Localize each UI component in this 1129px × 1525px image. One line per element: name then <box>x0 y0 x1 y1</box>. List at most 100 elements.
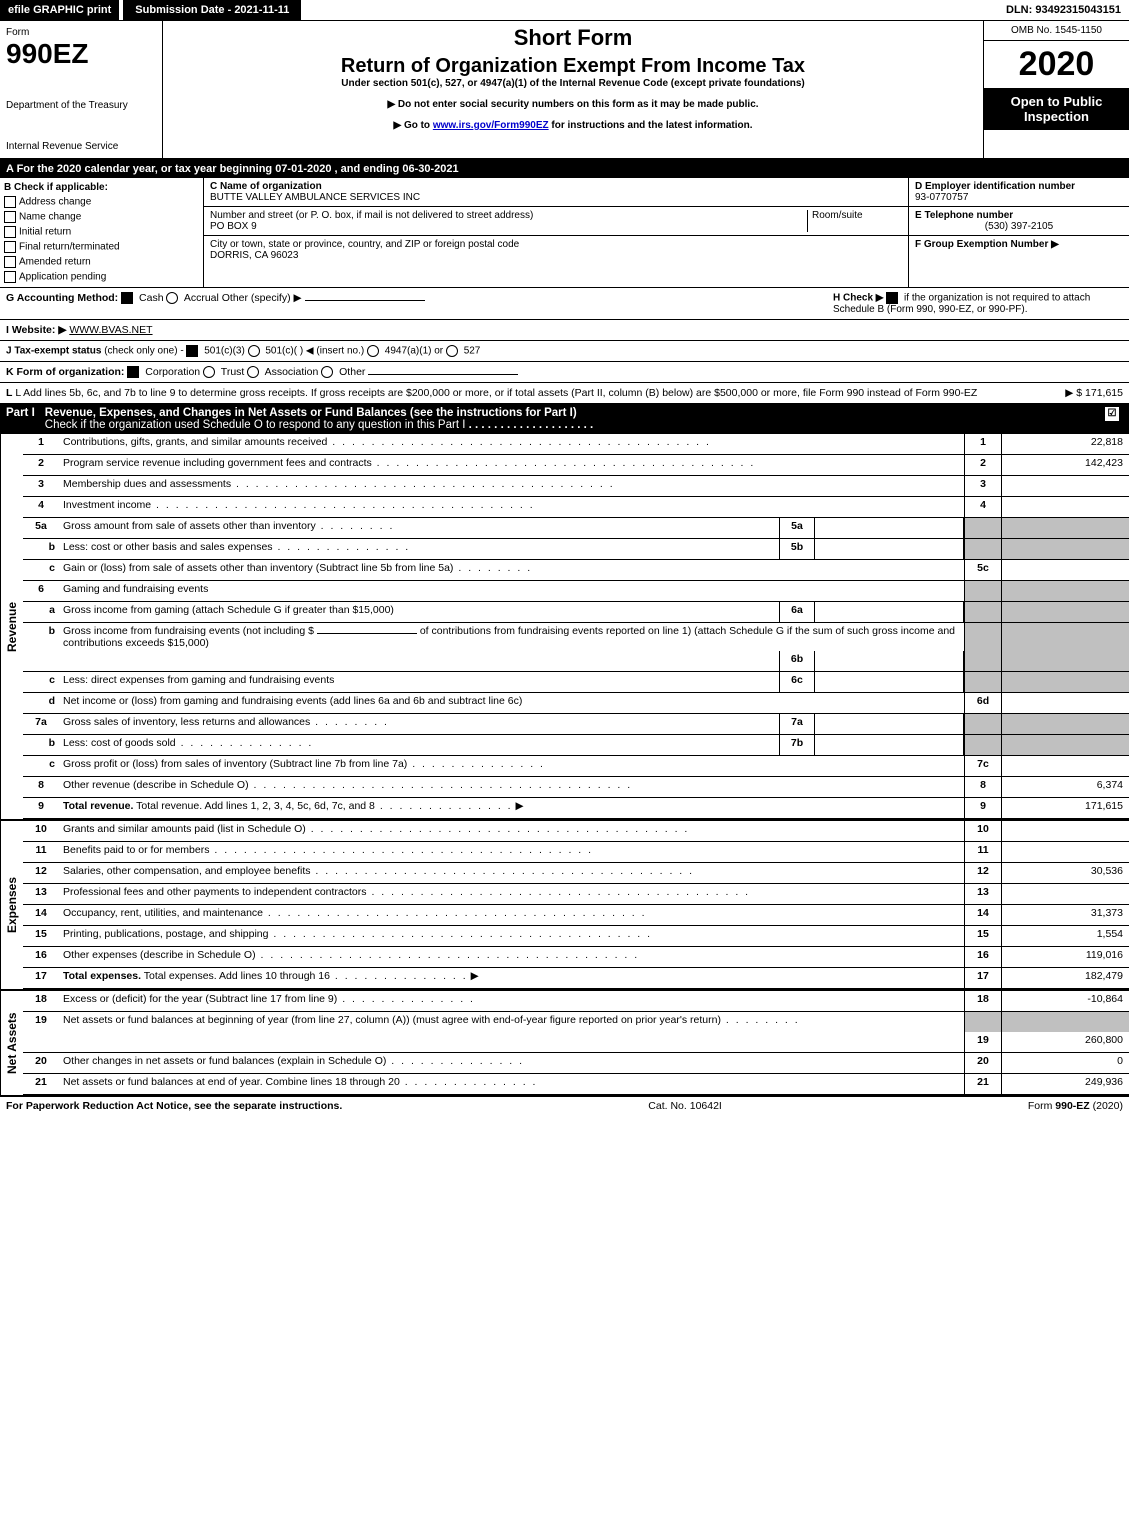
section-b: B Check if applicable: Address change Na… <box>0 178 204 287</box>
irs-link[interactable]: www.irs.gov/Form990EZ <box>433 120 549 131</box>
line-13: 13 Professional fees and other payments … <box>23 884 1129 905</box>
section-e: E Telephone number (530) 397-2105 <box>909 207 1129 236</box>
line-16-value: 119,016 <box>1001 947 1129 967</box>
line-18: 18 Excess or (deficit) for the year (Sub… <box>23 991 1129 1012</box>
opt-application-pending[interactable]: Application pending <box>4 271 199 283</box>
j-501c-radio[interactable] <box>248 345 260 357</box>
k-corp-checkbox[interactable] <box>127 366 139 378</box>
efile-label[interactable]: efile GRAPHIC print <box>0 0 119 20</box>
line-6d: d Net income or (loss) from gaming and f… <box>23 693 1129 714</box>
footer-right: Form 990-EZ (2020) <box>1028 1100 1123 1112</box>
part1-check-icon: ☑ <box>1105 407 1119 421</box>
header-center: Short Form Return of Organization Exempt… <box>163 21 983 158</box>
cash-checkbox[interactable] <box>121 292 133 304</box>
e-label: E Telephone number <box>915 210 1123 221</box>
j-501c3-checkbox[interactable] <box>186 345 198 357</box>
website-value[interactable]: WWW.BVAS.NET <box>69 324 152 336</box>
omb-number: OMB No. 1545-1150 <box>984 21 1129 41</box>
line-7c: c Gross profit or (loss) from sales of i… <box>23 756 1129 777</box>
street-block: Number and street (or P. O. box, if mail… <box>204 207 908 236</box>
opt-final-return[interactable]: Final return/terminated <box>4 241 199 253</box>
line-10: 10 Grants and similar amounts paid (list… <box>23 821 1129 842</box>
dept-irs: Internal Revenue Service <box>6 141 156 152</box>
info-section: B Check if applicable: Address change Na… <box>0 178 1129 288</box>
i-label: I Website: ▶ <box>6 324 66 336</box>
line-17: 17 Total expenses. Total expenses. Add l… <box>23 968 1129 989</box>
opt-address-change[interactable]: Address change <box>4 196 199 208</box>
line-1: 1 Contributions, gifts, grants, and simi… <box>23 434 1129 455</box>
form-header: Form 990EZ Department of the Treasury In… <box>0 21 1129 160</box>
section-b-label: B Check if applicable: <box>4 182 199 193</box>
line-7b: b Less: cost of goods sold 7b <box>23 735 1129 756</box>
line-20: 20 Other changes in net assets or fund b… <box>23 1053 1129 1074</box>
line-17-value: 182,479 <box>1001 968 1129 988</box>
part1-subtitle: Check if the organization used Schedule … <box>45 419 466 431</box>
netassets-vert-label: Net Assets <box>0 991 23 1095</box>
c-name-label: C Name of organization <box>210 181 322 192</box>
line-5a: 5a Gross amount from sale of assets othe… <box>23 518 1129 539</box>
link-notice: ▶ Go to www.irs.gov/Form990EZ for instru… <box>171 120 975 131</box>
line-11-value <box>1001 842 1129 862</box>
h-checkbox[interactable] <box>886 292 898 304</box>
accrual-radio[interactable] <box>166 292 178 304</box>
line-1-value: 22,818 <box>1001 434 1129 454</box>
line-5c: c Gain or (loss) from sale of assets oth… <box>23 560 1129 581</box>
j-4947-radio[interactable] <box>367 345 379 357</box>
line-5a-value <box>815 518 964 538</box>
under-section: Under section 501(c), 527, or 4947(a)(1)… <box>171 78 975 89</box>
line-9: 9 Total revenue. Total revenue. Add line… <box>23 798 1129 819</box>
line-7c-value <box>1001 756 1129 776</box>
line-9-value: 171,615 <box>1001 798 1129 818</box>
street-label: Number and street (or P. O. box, if mail… <box>210 210 533 221</box>
return-title: Return of Organization Exempt From Incom… <box>171 55 975 78</box>
expenses-section: Expenses 10 Grants and similar amounts p… <box>0 821 1129 991</box>
section-def: D Employer identification number 93-0770… <box>908 178 1129 287</box>
g-label: G Accounting Method: <box>6 292 118 304</box>
section-c: C Name of organization BUTTE VALLEY AMBU… <box>204 178 908 287</box>
line-14-value: 31,373 <box>1001 905 1129 925</box>
short-form-title: Short Form <box>171 25 975 51</box>
j-527-radio[interactable] <box>446 345 458 357</box>
city-block: City or town, state or province, country… <box>204 236 908 264</box>
section-h: H Check ▶ if the organization is not req… <box>833 292 1123 315</box>
ssn-notice: ▶ Do not enter social security numbers o… <box>171 99 975 110</box>
line-6: 6 Gaming and fundraising events <box>23 581 1129 602</box>
line-15: 15 Printing, publications, postage, and … <box>23 926 1129 947</box>
page-footer: For Paperwork Reduction Act Notice, see … <box>0 1097 1129 1115</box>
part1-header: Part I Revenue, Expenses, and Changes in… <box>0 404 1129 434</box>
part1-title: Revenue, Expenses, and Changes in Net As… <box>45 407 577 419</box>
line-6c-value <box>815 672 964 692</box>
line-2: 2 Program service revenue including gove… <box>23 455 1129 476</box>
d-label: D Employer identification number <box>915 181 1123 192</box>
line-21: 21 Net assets or fund balances at end of… <box>23 1074 1129 1095</box>
open-public-badge: Open to Public Inspection <box>984 88 1129 130</box>
line-7a-value <box>815 714 964 734</box>
line-16: 16 Other expenses (describe in Schedule … <box>23 947 1129 968</box>
netassets-section: Net Assets 18 Excess or (deficit) for th… <box>0 991 1129 1097</box>
header-right: OMB No. 1545-1150 2020 Open to Public In… <box>983 21 1129 158</box>
k-other-radio[interactable] <box>321 366 333 378</box>
header-left: Form 990EZ Department of the Treasury In… <box>0 21 163 158</box>
form-label: Form <box>6 27 156 38</box>
line-6b-value <box>815 651 964 671</box>
link-post: for instructions and the latest informat… <box>551 120 752 131</box>
section-b-options: Address change Name change Initial retur… <box>4 196 199 283</box>
line-19a: 19 Net assets or fund balances at beginn… <box>23 1012 1129 1032</box>
form-number: 990EZ <box>6 38 156 70</box>
opt-amended-return[interactable]: Amended return <box>4 256 199 268</box>
line-3-value <box>1001 476 1129 496</box>
opt-name-change[interactable]: Name change <box>4 211 199 223</box>
line-12-value: 30,536 <box>1001 863 1129 883</box>
l-value: ▶ $ 171,615 <box>1065 387 1123 399</box>
opt-initial-return[interactable]: Initial return <box>4 226 199 238</box>
tax-year: 2020 <box>984 41 1129 88</box>
city-value: DORRIS, CA 96023 <box>210 250 298 261</box>
org-name-block: C Name of organization BUTTE VALLEY AMBU… <box>204 178 908 207</box>
line-10-value <box>1001 821 1129 841</box>
section-l: L L Add lines 5b, 6c, and 7b to line 9 t… <box>0 383 1129 404</box>
k-assoc-radio[interactable] <box>247 366 259 378</box>
line-5c-value <box>1001 560 1129 580</box>
dln-number: DLN: 93492315043151 <box>998 0 1129 20</box>
phone-value: (530) 397-2105 <box>915 221 1123 232</box>
k-trust-radio[interactable] <box>203 366 215 378</box>
